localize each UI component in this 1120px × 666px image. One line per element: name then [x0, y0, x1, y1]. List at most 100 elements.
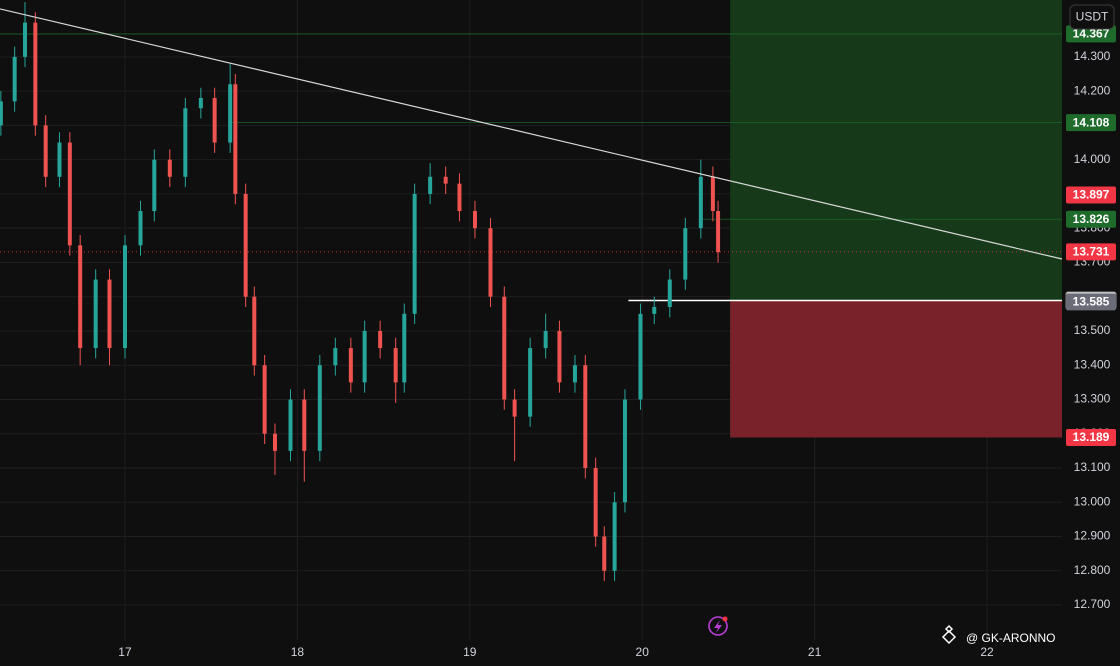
candle-body [122, 245, 127, 349]
candle-body [583, 365, 588, 469]
y-tick-label: 13.000 [1074, 494, 1111, 508]
candle-body [622, 399, 627, 503]
price-label-box [1066, 186, 1116, 204]
candle-body [683, 228, 688, 280]
candle-body [288, 399, 293, 451]
price-label-box [1066, 114, 1116, 132]
price-label: 13.897 [1073, 188, 1110, 202]
candle-body [602, 536, 607, 571]
x-tick-label: 17 [118, 645, 132, 659]
alert-icon-bolt [714, 620, 722, 633]
y-tick-label: 14.200 [1074, 83, 1111, 97]
candle-body [528, 348, 533, 417]
candle-body [212, 97, 217, 143]
price-label: 13.189 [1073, 430, 1110, 444]
candle-body [710, 176, 715, 212]
price-label: 14.367 [1073, 27, 1110, 41]
watermark-logo [941, 624, 957, 645]
y-tick-label: 13.300 [1074, 392, 1111, 406]
x-tick-label: 18 [291, 645, 305, 659]
candle-body [167, 159, 172, 177]
candle-body [652, 306, 657, 314]
x-tick-label: 22 [980, 645, 994, 659]
candle-body [93, 279, 98, 349]
y-tick-label: 12.700 [1074, 597, 1111, 611]
price-label: 13.826 [1073, 212, 1110, 226]
candle-body [457, 183, 462, 212]
y-tick-label: 13.500 [1074, 323, 1111, 337]
alert-dot [722, 616, 728, 622]
candle-body [428, 176, 433, 194]
price-label: 13.585 [1073, 295, 1110, 309]
candle-body [393, 348, 398, 383]
y-tick-label: 14.000 [1074, 152, 1111, 166]
time-axis [0, 640, 1062, 666]
loss-zone [730, 300, 1062, 438]
candle-body [107, 279, 112, 349]
candle-body [502, 296, 507, 400]
price-label-box [1066, 243, 1116, 261]
trendline [0, 8, 1063, 260]
x-tick-label: 20 [636, 645, 650, 659]
alert-icon [708, 616, 728, 636]
candle-body [12, 56, 17, 102]
candle-body [262, 365, 267, 434]
candle-body [228, 84, 233, 143]
x-tick-label: 19 [463, 645, 477, 659]
candle-body [317, 365, 322, 451]
price-axis [1062, 0, 1120, 666]
y-tick-label: 12.800 [1074, 563, 1111, 577]
candle-body [543, 330, 548, 349]
candle-body [33, 22, 38, 126]
candle-body [593, 468, 598, 537]
currency-label: USDT [1076, 10, 1109, 24]
candle-body [378, 330, 383, 349]
price-label: 13.731 [1073, 244, 1110, 258]
candle-body [348, 348, 353, 383]
candle-body [22, 22, 27, 57]
candle-body [67, 142, 72, 246]
candle-body [333, 348, 338, 366]
candle-body [698, 176, 703, 229]
candle-body [612, 502, 617, 571]
candle-body [78, 245, 83, 349]
candle-body [272, 433, 277, 451]
candle-body [0, 101, 3, 126]
candle-body [472, 211, 477, 229]
candle-body [252, 296, 257, 366]
candle-body [512, 399, 517, 417]
candle-body [152, 159, 157, 212]
candle-body [233, 84, 238, 194]
y-tick-label: 13.400 [1074, 357, 1111, 371]
price-label: 14.108 [1073, 115, 1110, 129]
candle-body [412, 193, 417, 314]
price-label-box [1066, 210, 1116, 228]
candle-body [402, 313, 407, 383]
candle-body [557, 330, 562, 383]
candle-body [716, 211, 721, 253]
x-tick-label: 21 [808, 645, 822, 659]
y-tick-label: 14.300 [1074, 49, 1111, 63]
price-label-box [1066, 25, 1116, 43]
currency-button[interactable] [1069, 4, 1115, 30]
price-label-box [1066, 429, 1116, 447]
candle-body [443, 176, 448, 184]
candle-body [43, 125, 48, 177]
y-tick-label: 13.100 [1074, 460, 1111, 474]
candle-body [572, 365, 577, 383]
candle-body [667, 279, 672, 307]
candle-body [362, 330, 367, 383]
candle-body [488, 228, 493, 297]
candle-body [302, 399, 307, 451]
candle-body [57, 142, 62, 177]
price-label-box [1066, 293, 1116, 311]
candle-body [638, 313, 643, 400]
candle-body [198, 97, 203, 109]
watermark: @ GK-ARONNO [966, 631, 1056, 645]
y-tick-label: 12.900 [1074, 529, 1111, 543]
candle-body [183, 108, 188, 177]
profit-zone [730, 0, 1062, 301]
candle-body [243, 193, 248, 297]
candle-body [138, 211, 143, 246]
